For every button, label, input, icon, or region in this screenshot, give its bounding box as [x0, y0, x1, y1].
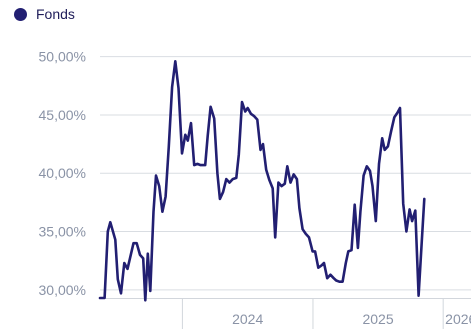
- legend[interactable]: Fonds: [14, 6, 75, 22]
- x-tick-label: 2026: [445, 311, 471, 327]
- x-tick-label: 2024: [232, 311, 263, 327]
- y-tick-label: 35,00%: [39, 224, 86, 240]
- series-line-fonds: [98, 60, 426, 302]
- x-tick-label: 2025: [362, 311, 393, 327]
- y-tick-label: 45,00%: [39, 107, 86, 123]
- legend-swatch: [14, 7, 27, 21]
- y-tick-label: 30,00%: [39, 282, 86, 298]
- y-tick-label: 40,00%: [39, 165, 86, 181]
- y-tick-label: 50,00%: [39, 49, 86, 65]
- legend-label: Fonds: [36, 6, 75, 22]
